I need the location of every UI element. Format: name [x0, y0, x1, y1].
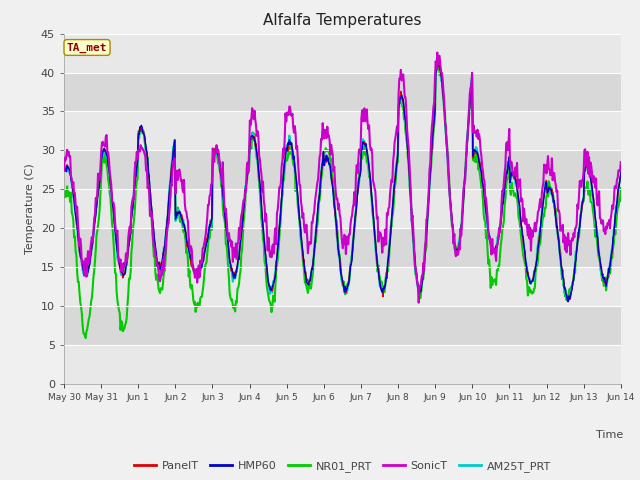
SonicT — [410, 241, 418, 247]
SonicT — [60, 167, 68, 173]
AM25T_PRT — [426, 164, 434, 170]
PanelT — [410, 245, 418, 251]
Line: HMP60: HMP60 — [64, 64, 621, 302]
Line: NR01_PRT: NR01_PRT — [64, 62, 621, 338]
PanelT — [214, 148, 221, 154]
AM25T_PRT — [127, 212, 135, 218]
Line: SonicT: SonicT — [64, 53, 621, 303]
PanelT — [184, 240, 192, 245]
PanelT — [617, 171, 625, 177]
Title: Alfalfa Temperatures: Alfalfa Temperatures — [263, 13, 422, 28]
Text: TA_met: TA_met — [67, 42, 108, 53]
Legend: PanelT, HMP60, NR01_PRT, SonicT, AM25T_PRT: PanelT, HMP60, NR01_PRT, SonicT, AM25T_P… — [130, 457, 555, 477]
Bar — [64, 72, 621, 111]
AM25T_PRT — [564, 298, 572, 303]
Y-axis label: Temperature (C): Temperature (C) — [26, 163, 35, 254]
Bar — [64, 228, 621, 267]
SonicT — [214, 150, 221, 156]
Line: AM25T_PRT: AM25T_PRT — [64, 64, 621, 300]
NR01_PRT — [411, 253, 419, 259]
HMP60 — [127, 216, 135, 221]
HMP60 — [433, 61, 441, 67]
HMP60 — [184, 242, 192, 248]
AM25T_PRT — [214, 151, 221, 156]
HMP60 — [426, 172, 434, 178]
SonicT — [415, 300, 422, 306]
NR01_PRT — [60, 194, 68, 200]
AM25T_PRT — [184, 244, 192, 250]
HMP60 — [60, 167, 68, 173]
HMP60 — [214, 151, 221, 156]
X-axis label: Time: Time — [596, 430, 623, 440]
SonicT — [184, 218, 192, 224]
NR01_PRT — [428, 165, 435, 170]
NR01_PRT — [82, 335, 90, 341]
NR01_PRT — [434, 60, 442, 65]
Bar — [64, 306, 621, 345]
PanelT — [566, 297, 573, 302]
PanelT — [127, 216, 135, 222]
PanelT — [435, 62, 443, 68]
SonicT — [428, 136, 435, 142]
AM25T_PRT — [434, 61, 442, 67]
NR01_PRT — [617, 185, 625, 191]
SonicT — [617, 159, 625, 165]
AM25T_PRT — [410, 253, 418, 259]
NR01_PRT — [70, 235, 78, 240]
SonicT — [127, 204, 135, 210]
Bar — [64, 150, 621, 189]
AM25T_PRT — [60, 166, 68, 172]
AM25T_PRT — [70, 197, 78, 203]
PanelT — [426, 171, 434, 177]
HMP60 — [564, 299, 572, 305]
HMP60 — [617, 169, 625, 175]
NR01_PRT — [185, 274, 193, 279]
PanelT — [60, 168, 68, 174]
Line: PanelT: PanelT — [64, 65, 621, 300]
PanelT — [70, 195, 78, 201]
HMP60 — [410, 247, 418, 252]
NR01_PRT — [214, 161, 222, 167]
SonicT — [433, 50, 441, 56]
HMP60 — [70, 196, 78, 202]
AM25T_PRT — [617, 173, 625, 179]
SonicT — [70, 191, 78, 196]
NR01_PRT — [128, 241, 136, 247]
